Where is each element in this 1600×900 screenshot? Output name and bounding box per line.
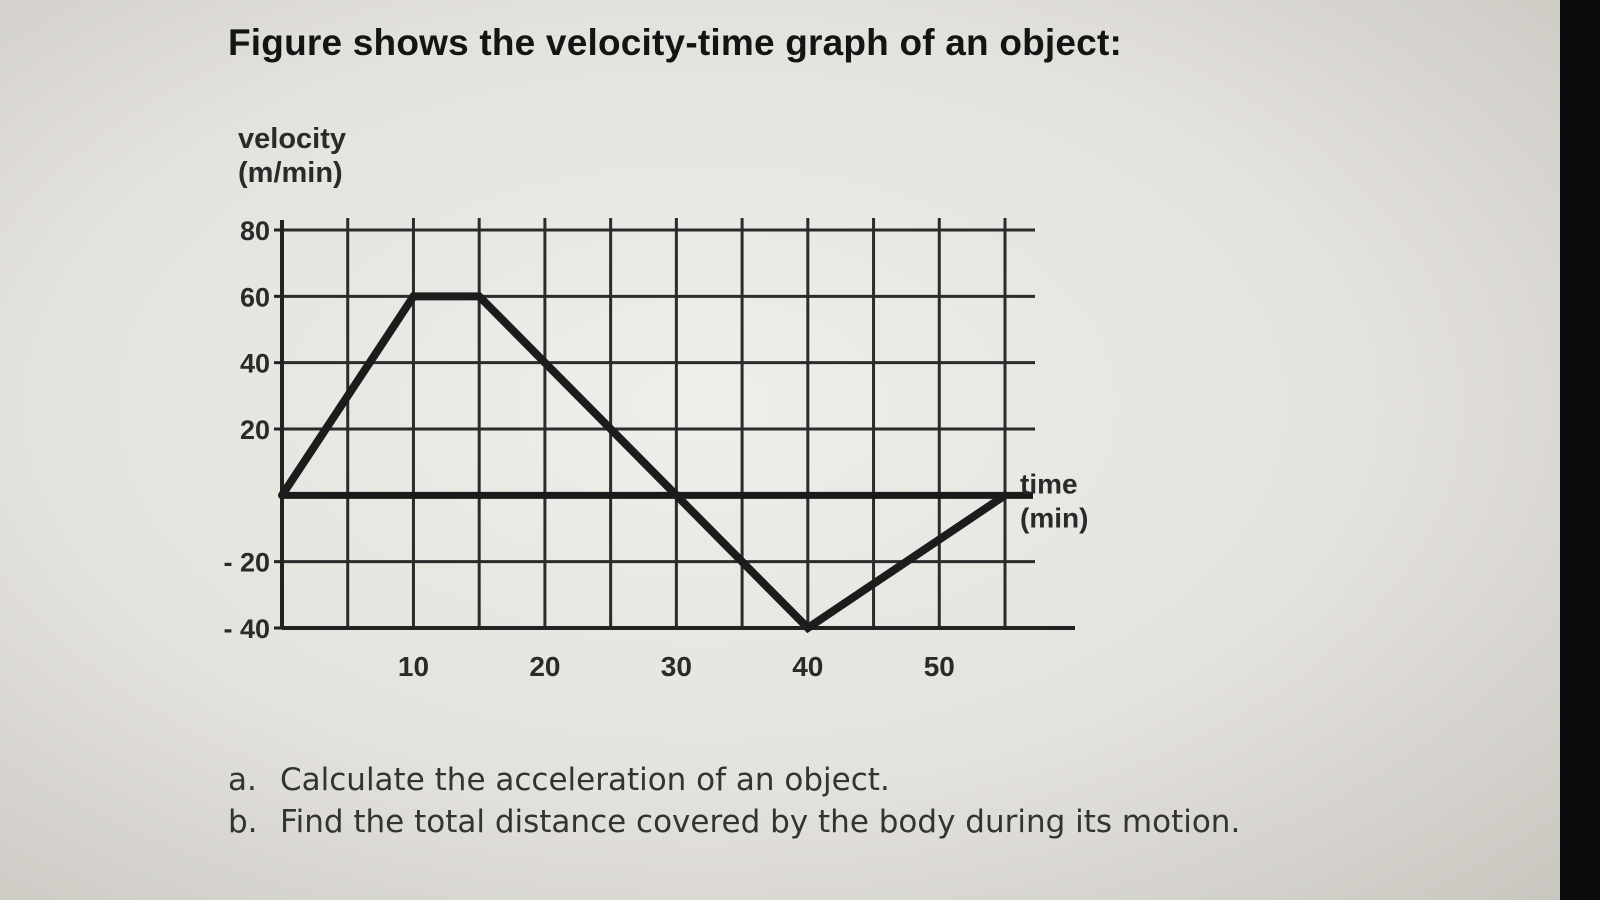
y-tick-label: 40: [240, 349, 270, 379]
data-point: [804, 624, 812, 632]
x-axis-label-line: time: [1020, 468, 1078, 499]
axes: [274, 220, 1075, 630]
series: [278, 292, 1009, 634]
screen: Figure shows the velocity-time graph of …: [0, 0, 1560, 900]
data-point: [278, 491, 286, 499]
y-tick-label: 20: [240, 415, 270, 445]
y-tick-label: - 20: [223, 548, 270, 578]
labels: 80 60 40 20 - 20 - 40 10 20 30 40 50 velocity(m/min…: [223, 123, 1088, 682]
question-b-text: Find the total distance covered by the b…: [280, 804, 1241, 840]
y-tick-label: - 40: [223, 614, 270, 644]
question-title: Figure shows the velocity-time graph of …: [228, 22, 1123, 63]
y-axis-label-line: (m/min): [238, 157, 343, 189]
question-a-marker: a.: [228, 762, 257, 798]
velocity-time-chart: 80 60 40 20 - 20 - 40 10 20 30 40 50 velocity(m/min…: [223, 123, 1088, 682]
x-tick-label: 40: [792, 651, 823, 682]
x-axis-label-line: (min): [1020, 502, 1088, 533]
question-b-marker: b.: [228, 804, 258, 840]
x-tick-label: 50: [924, 651, 955, 682]
question-b: b. Find the total distance covered by the…: [228, 804, 1240, 840]
y-tick-label: 80: [240, 216, 270, 246]
question-a: a. Calculate the acceleration of an objec…: [228, 762, 1240, 798]
grid: [282, 218, 1035, 630]
y-tick-label: 60: [240, 282, 270, 312]
data-point: [409, 292, 417, 300]
x-tick-label: 30: [661, 651, 692, 682]
series-line-0: [278, 292, 1009, 634]
x-tick-label: 10: [398, 651, 429, 682]
y-axis-label-line: velocity: [238, 123, 346, 155]
question-list: a. Calculate the acceleration of an objec…: [228, 762, 1240, 846]
x-tick-label: 20: [529, 651, 560, 682]
data-point: [672, 491, 680, 499]
question-a-text: Calculate the acceleration of an object.: [280, 762, 890, 798]
data-point: [475, 292, 483, 300]
data-point: [1001, 491, 1009, 499]
